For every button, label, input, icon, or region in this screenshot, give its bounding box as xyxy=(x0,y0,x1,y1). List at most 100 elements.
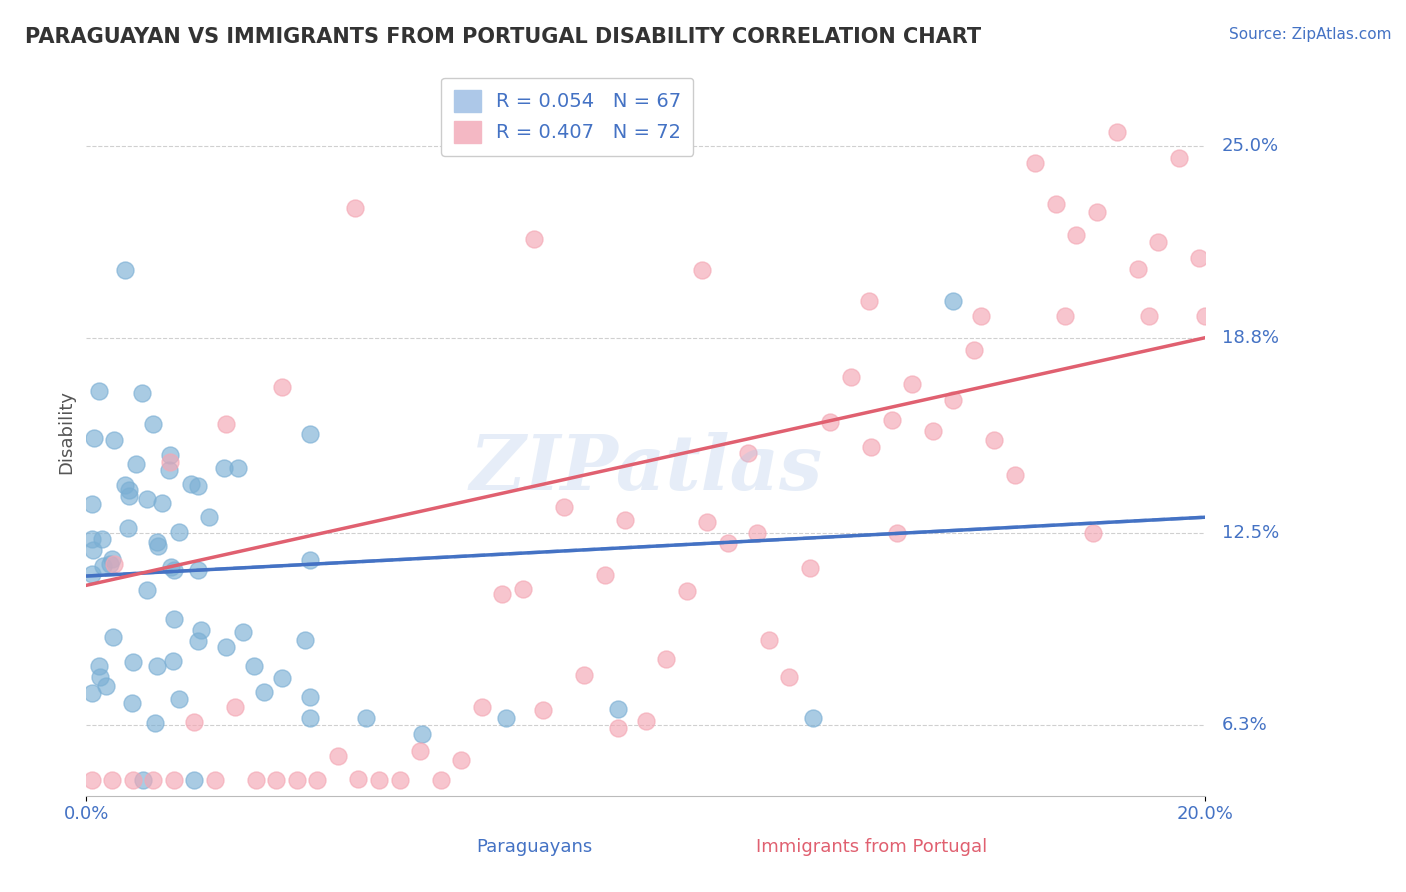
Point xyxy=(271,671,294,685)
Text: PARAGUAYAN VS IMMIGRANTS FROM PORTUGAL DISABILITY CORRELATION CHART: PARAGUAYAN VS IMMIGRANTS FROM PORTUGAL D… xyxy=(25,27,981,46)
Point xyxy=(409,744,432,758)
Point xyxy=(696,515,718,529)
Point xyxy=(758,632,780,647)
Point xyxy=(655,652,678,666)
Point xyxy=(1085,205,1108,219)
Point xyxy=(921,424,943,438)
Y-axis label: Disability: Disability xyxy=(58,390,75,475)
Point xyxy=(886,525,908,540)
Point xyxy=(298,690,321,704)
Point xyxy=(90,532,112,546)
Point xyxy=(1045,197,1067,211)
Point xyxy=(253,685,276,699)
Point xyxy=(103,557,125,571)
Point xyxy=(470,699,492,714)
Point xyxy=(1054,309,1077,323)
Point xyxy=(101,630,124,644)
Point xyxy=(450,753,472,767)
Point xyxy=(970,309,993,323)
Point xyxy=(675,583,697,598)
Point xyxy=(778,670,800,684)
Point xyxy=(183,773,205,788)
Point xyxy=(157,462,180,476)
Point xyxy=(388,773,411,788)
Point xyxy=(901,376,924,391)
Point xyxy=(103,433,125,447)
Point xyxy=(187,633,209,648)
Point xyxy=(1137,309,1160,323)
Point xyxy=(1004,468,1026,483)
Point xyxy=(942,293,965,308)
Point xyxy=(271,380,294,394)
Point xyxy=(593,568,616,582)
Point xyxy=(121,696,143,710)
Point xyxy=(523,232,546,246)
Point xyxy=(187,479,209,493)
Point xyxy=(354,711,377,725)
Point xyxy=(183,715,205,730)
Text: 6.3%: 6.3% xyxy=(1222,715,1267,733)
Point xyxy=(122,773,145,788)
Point xyxy=(80,685,103,699)
Point xyxy=(117,521,139,535)
Point xyxy=(512,582,534,596)
Point xyxy=(80,532,103,546)
Point xyxy=(215,417,238,432)
Point xyxy=(634,714,657,729)
Point xyxy=(117,489,139,503)
Point xyxy=(142,417,165,432)
Point xyxy=(83,431,105,445)
Point xyxy=(799,561,821,575)
Point xyxy=(880,413,903,427)
Point xyxy=(326,749,349,764)
Point xyxy=(1064,228,1087,243)
Point xyxy=(82,542,104,557)
Point xyxy=(294,633,316,648)
Point xyxy=(180,477,202,491)
Point xyxy=(606,702,628,716)
Point xyxy=(307,773,329,788)
Point xyxy=(80,497,103,511)
Point xyxy=(343,201,366,215)
Point xyxy=(553,500,575,515)
Point xyxy=(1147,235,1170,249)
Point xyxy=(160,560,183,574)
Text: ZIPatlas: ZIPatlas xyxy=(470,432,823,506)
Point xyxy=(429,773,451,788)
Text: Source: ZipAtlas.com: Source: ZipAtlas.com xyxy=(1229,27,1392,42)
Point xyxy=(114,262,136,277)
Point xyxy=(983,433,1005,447)
Point xyxy=(245,773,267,788)
Point xyxy=(717,536,740,550)
Point xyxy=(131,773,153,788)
Point xyxy=(226,461,249,475)
Point xyxy=(98,558,121,572)
Point xyxy=(747,525,769,540)
Text: 12.5%: 12.5% xyxy=(1222,524,1279,541)
Point xyxy=(163,773,186,788)
Point xyxy=(89,384,111,398)
Point xyxy=(159,448,181,462)
Point xyxy=(89,670,111,684)
Point xyxy=(224,700,246,714)
Point xyxy=(114,478,136,492)
Point xyxy=(347,772,370,786)
Point xyxy=(803,711,825,725)
Point xyxy=(411,727,433,741)
Point xyxy=(1107,125,1129,139)
Point xyxy=(1081,525,1104,540)
Point xyxy=(136,582,159,597)
Point xyxy=(101,552,124,566)
Point xyxy=(96,679,118,693)
Point xyxy=(163,612,186,626)
Text: 18.8%: 18.8% xyxy=(1222,329,1278,347)
Legend: R = 0.054   N = 67, R = 0.407   N = 72: R = 0.054 N = 67, R = 0.407 N = 72 xyxy=(441,78,693,156)
Point xyxy=(690,262,713,277)
Point xyxy=(368,773,391,788)
Point xyxy=(1194,309,1216,323)
Point xyxy=(143,716,166,731)
Point xyxy=(818,415,841,429)
Point xyxy=(531,703,554,717)
Point xyxy=(121,655,143,669)
Point xyxy=(243,658,266,673)
